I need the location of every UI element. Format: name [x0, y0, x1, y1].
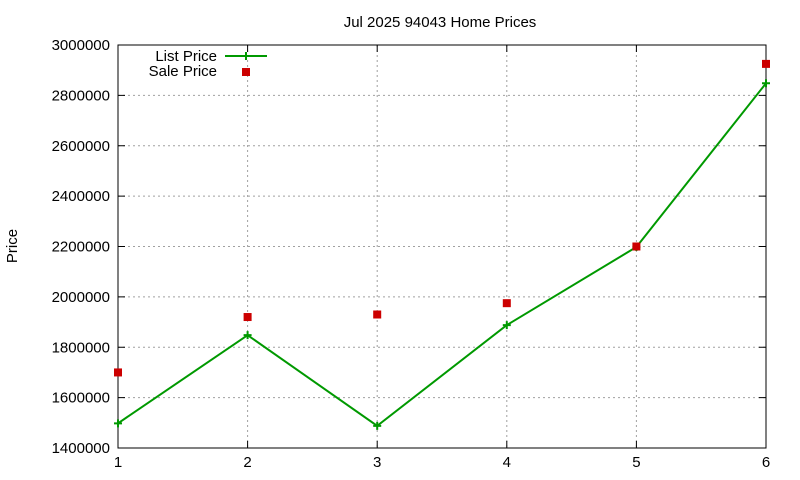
axis-ticks: 1400000 1600000 1800000 2000000 2200000 24000… [52, 37, 771, 471]
legend: List Price Sale Price [149, 48, 267, 80]
y-tick-label: 1800000 [52, 339, 110, 356]
x-tick-label: 2 [243, 454, 251, 471]
sale-price-point [244, 313, 252, 321]
y-tick-label: 1400000 [52, 440, 110, 457]
x-tick-label: 6 [762, 454, 770, 471]
legend-marker-list-price [242, 52, 250, 60]
data-series [114, 60, 770, 430]
y-tick-label: 1600000 [52, 390, 110, 407]
sale-price-point [503, 299, 511, 307]
sale-price-point [632, 243, 640, 251]
list-price-line [118, 83, 766, 426]
y-tick-label: 2800000 [52, 87, 110, 104]
legend-label-sale-price: Sale Price [149, 63, 217, 80]
y-tick-label: 2400000 [52, 188, 110, 205]
y-tick-label: 2600000 [52, 138, 110, 155]
sale-price-point [114, 368, 122, 376]
y-tick-label: 2000000 [52, 289, 110, 306]
chart-title: Jul 2025 94043 Home Prices [344, 14, 537, 31]
x-tick-label: 5 [632, 454, 640, 471]
legend-marker-sale-price [242, 68, 250, 76]
grid-lines [118, 45, 766, 448]
x-tick-label: 4 [503, 454, 511, 471]
sale-price-point [373, 311, 381, 319]
y-tick-label: 2200000 [52, 239, 110, 256]
x-tick-label: 3 [373, 454, 381, 471]
y-axis-label: Price [4, 229, 21, 263]
y-tick-label: 3000000 [52, 37, 110, 54]
sale-price-point [762, 60, 770, 68]
x-tick-label: 1 [114, 454, 122, 471]
